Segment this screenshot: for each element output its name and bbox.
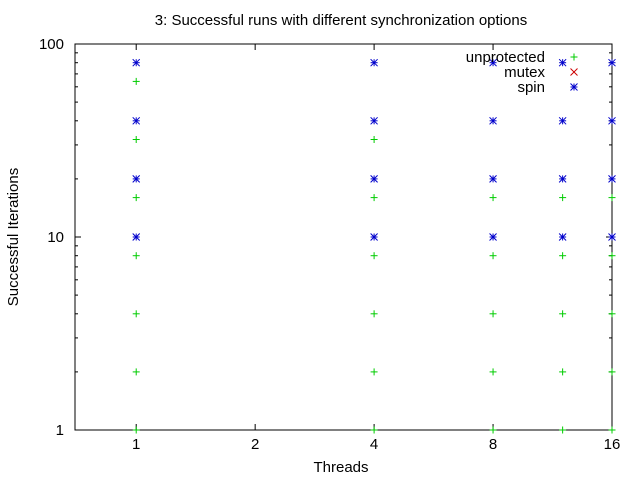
data-point-unprotected — [132, 310, 140, 318]
legend-label-mutex: mutex — [504, 64, 545, 81]
y-tick-label: 1 — [56, 422, 64, 439]
data-point-spin — [558, 58, 567, 67]
data-point-spin — [370, 116, 378, 125]
data-point-spin — [608, 58, 616, 67]
data-point-spin — [608, 175, 616, 183]
data-point-unprotected — [559, 368, 567, 376]
data-point-unprotected — [608, 426, 616, 434]
data-point-unprotected — [489, 368, 497, 376]
data-point-unprotected — [370, 252, 378, 260]
data-point-unprotected — [559, 310, 567, 318]
legend-label-spin: spin — [517, 79, 545, 96]
legend-label-unprotected: unprotected — [466, 49, 545, 66]
data-point-spin — [132, 175, 141, 183]
y-axis-label: Successful Iterations — [5, 168, 22, 306]
data-point-spin — [132, 58, 141, 67]
data-point-spin — [370, 233, 378, 241]
data-point-spin — [370, 175, 378, 183]
data-point-unprotected — [608, 368, 616, 376]
x-tick-label: 1 — [132, 436, 140, 453]
data-point-unprotected — [132, 194, 140, 202]
data-point-spin — [489, 175, 497, 183]
legend-marker-spin — [570, 83, 578, 91]
x-tick-label: 2 — [251, 436, 259, 453]
data-point-spin — [558, 175, 567, 183]
data-point-unprotected — [489, 426, 497, 434]
plot-frame — [74, 43, 613, 431]
data-point-spin — [370, 58, 378, 67]
data-point-spin — [132, 116, 141, 125]
data-point-unprotected — [370, 310, 378, 318]
data-point-unprotected — [132, 77, 140, 85]
data-point-unprotected — [132, 426, 140, 434]
y-tick-label: 100 — [39, 36, 64, 53]
data-point-unprotected — [559, 426, 567, 434]
data-point-spin — [132, 233, 141, 241]
x-tick-label: 4 — [370, 436, 378, 453]
x-axis-label: Threads — [313, 459, 368, 476]
y-tick-label: 10 — [47, 229, 64, 246]
data-point-unprotected — [370, 368, 378, 376]
data-point-unprotected — [489, 252, 497, 260]
data-point-unprotected — [559, 194, 567, 202]
data-point-spin — [558, 116, 567, 125]
data-point-unprotected — [132, 136, 140, 144]
data-point-unprotected — [608, 194, 616, 202]
data-point-unprotected — [608, 252, 616, 260]
legend-marker-mutex — [570, 68, 578, 76]
data-point-spin — [608, 233, 616, 241]
legend-marker-unprotected — [570, 53, 578, 61]
x-tick-label: 8 — [489, 436, 497, 453]
data-point-unprotected — [370, 136, 378, 144]
data-point-spin — [489, 233, 497, 241]
data-point-unprotected — [370, 194, 378, 202]
data-point-spin — [558, 233, 567, 241]
axes: 1 2 4 8 16 1 10 100 — [39, 36, 620, 453]
data-point-unprotected — [132, 252, 140, 260]
data-point-spin — [608, 116, 616, 125]
data-point-unprotected — [608, 310, 616, 318]
data-point-spin — [489, 58, 497, 67]
data-point-unprotected — [559, 252, 567, 260]
data-points — [132, 58, 616, 434]
data-point-unprotected — [489, 194, 497, 202]
data-point-unprotected — [370, 426, 378, 434]
x-tick-label: 16 — [604, 436, 621, 453]
data-point-spin — [489, 116, 497, 125]
data-point-unprotected — [489, 310, 497, 318]
chart-title: 3: Successful runs with different synchr… — [155, 12, 527, 29]
data-point-unprotected — [132, 368, 140, 376]
